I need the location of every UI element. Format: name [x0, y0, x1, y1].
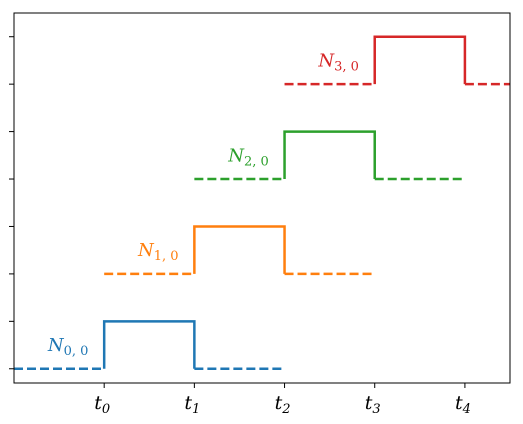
x-tick-label-sub: 0	[102, 402, 110, 417]
series-label-sub: 1, 0	[154, 249, 179, 264]
series-0: N0, 0	[14, 320, 285, 371]
series-3: N3, 0	[284, 35, 510, 86]
x-tick-label-base: t	[184, 392, 192, 414]
x-tick-label: t1	[184, 392, 200, 417]
series-label-base: N	[317, 50, 335, 71]
axes-frame	[13, 12, 511, 384]
x-tick-label-sub: 4	[462, 402, 471, 417]
x-tick-label: t2	[275, 392, 291, 417]
series-label-base: N	[137, 240, 155, 261]
series-label-base: N	[47, 335, 65, 356]
x-tick-label-sub: 2	[281, 402, 290, 417]
x-tick-label: t4	[455, 392, 471, 417]
x-tick-label-base: t	[94, 392, 102, 414]
series-label: N2, 0	[227, 145, 269, 169]
series-label-sub: 0, 0	[64, 344, 89, 359]
series-label: N1, 0	[137, 240, 179, 264]
series-label-sub: 3, 0	[334, 59, 359, 74]
x-tick-label-sub: 1	[192, 402, 200, 417]
plot-area: N0, 0N1, 0N2, 0N3, 0	[14, 35, 510, 371]
x-tick-label: t3	[365, 392, 381, 417]
series-solid-segment	[193, 225, 286, 274]
series-1: N1, 0	[104, 225, 375, 276]
series-solid-segment	[102, 320, 196, 369]
series-solid-segment	[283, 130, 376, 180]
y-axis-ticks	[9, 36, 14, 370]
series-label: N3, 0	[317, 50, 359, 74]
x-tick-label-base: t	[365, 392, 373, 414]
x-tick-label-base: t	[455, 392, 463, 414]
series-label-base: N	[227, 145, 245, 166]
series-solid-segment	[373, 35, 467, 85]
series-label-sub: 2, 0	[244, 154, 269, 169]
x-tick-label-sub: 3	[372, 402, 380, 417]
series-2: N2, 0	[194, 130, 465, 181]
x-axis-ticks: t0 t1 t2 t3 t4	[94, 383, 471, 417]
series-label: N0, 0	[47, 335, 89, 359]
x-tick-label: t0	[94, 392, 110, 417]
x-tick-label-base: t	[275, 392, 283, 414]
